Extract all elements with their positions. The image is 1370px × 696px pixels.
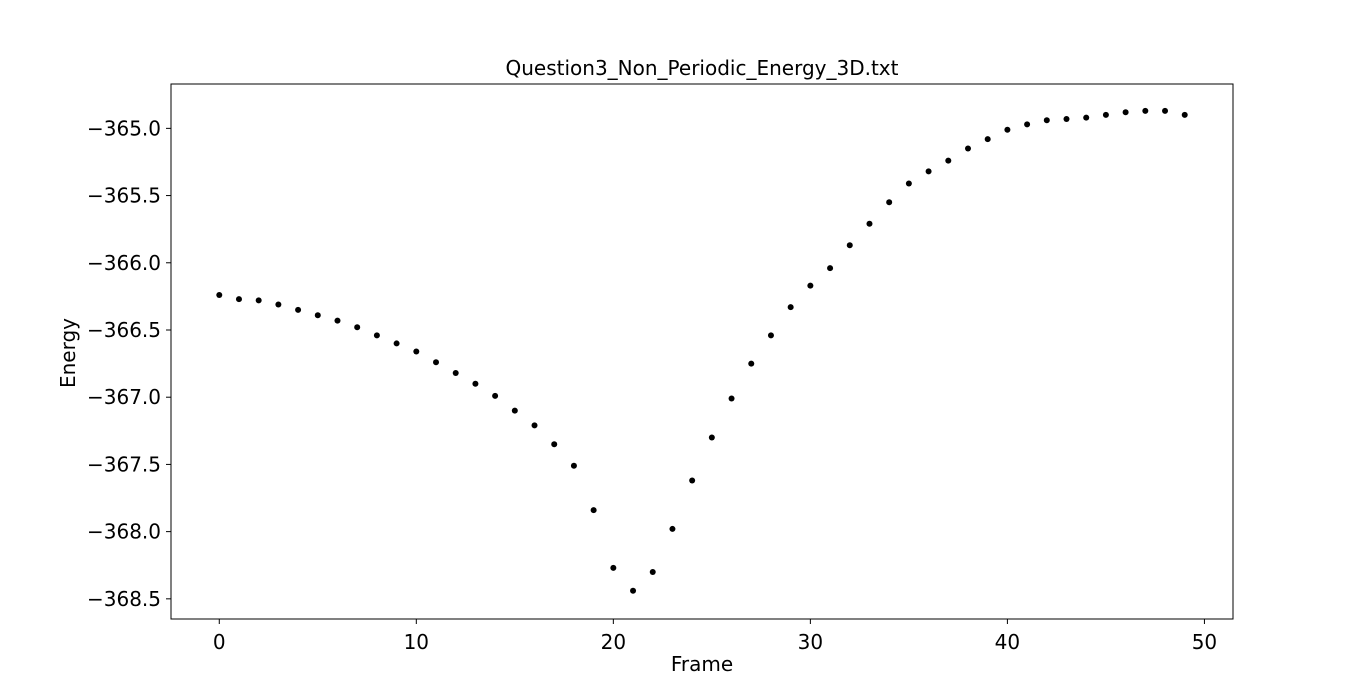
data-point (413, 348, 420, 355)
data-point (846, 242, 853, 249)
data-point (334, 317, 341, 324)
data-point (570, 462, 577, 469)
data-point (433, 359, 440, 366)
data-point (1063, 115, 1070, 122)
data-point (472, 380, 479, 387)
data-point (1083, 114, 1090, 121)
x-tick-label: 30 (798, 630, 823, 654)
x-axis-ticks: 0 10 20 30 40 50 (213, 619, 1217, 654)
y-tick-label: −366.0 (87, 251, 161, 275)
x-axis-label: Frame (671, 652, 733, 676)
data-point (235, 296, 242, 303)
data-point (767, 332, 774, 339)
data-point (964, 145, 971, 152)
x-tick-label: 20 (601, 630, 626, 654)
data-point (649, 568, 656, 575)
data-points (216, 107, 1188, 594)
y-axis-ticks: −365.0 −365.5 −366.0 −366.5 −367.0 −367.5 −368… (87, 116, 171, 611)
data-point (1181, 111, 1188, 118)
data-point (255, 297, 262, 304)
y-axis-label: Energy (56, 318, 80, 388)
x-tick-label: 10 (404, 630, 429, 654)
y-tick-label: −368.5 (87, 587, 161, 611)
data-point (945, 157, 952, 164)
x-tick-label: 50 (1192, 630, 1217, 654)
data-point (492, 392, 499, 399)
data-point (275, 301, 282, 308)
data-point (314, 312, 321, 319)
data-point (590, 507, 597, 514)
data-point (827, 265, 834, 272)
data-point (373, 332, 380, 339)
data-point (216, 292, 223, 299)
x-tick-label: 40 (995, 630, 1020, 654)
y-tick-label: −368.0 (87, 520, 161, 544)
data-point (787, 304, 794, 311)
data-point (905, 180, 912, 187)
data-point (393, 340, 400, 347)
data-point (886, 199, 893, 206)
data-point (630, 587, 637, 594)
data-point (669, 525, 676, 532)
y-tick-label: −367.0 (87, 385, 161, 409)
y-tick-label: −365.0 (87, 116, 161, 140)
y-tick-label: −367.5 (87, 452, 161, 476)
data-point (610, 564, 617, 571)
data-point (728, 395, 735, 402)
data-point (1102, 111, 1109, 118)
data-point (1162, 107, 1169, 114)
data-point (1024, 121, 1031, 128)
chart-title: Question3_Non_Periodic_Energy_3D.txt (506, 56, 899, 80)
data-point (551, 441, 558, 448)
data-point (984, 136, 991, 143)
data-point (807, 282, 814, 289)
x-tick-label: 0 (213, 630, 226, 654)
data-point (1004, 126, 1011, 133)
data-point (748, 360, 755, 367)
data-point (689, 477, 696, 484)
data-point (511, 407, 518, 414)
data-point (1122, 109, 1129, 116)
data-point (1043, 117, 1050, 124)
data-point (354, 324, 361, 331)
y-tick-label: −366.5 (87, 318, 161, 342)
data-point (531, 422, 538, 429)
plot-frame (170, 83, 1234, 620)
data-point (295, 306, 302, 313)
data-point (866, 220, 873, 227)
data-point (925, 168, 932, 175)
data-point (1142, 107, 1149, 114)
y-tick-label: −365.5 (87, 184, 161, 208)
data-point (452, 370, 459, 377)
data-point (708, 434, 715, 441)
